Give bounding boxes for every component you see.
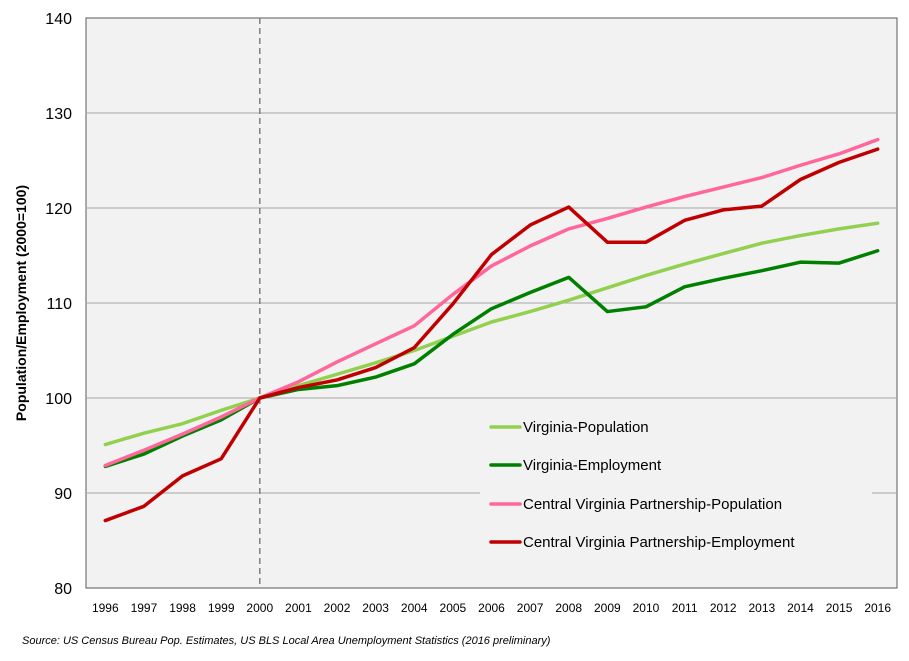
x-tick-label: 2004	[401, 601, 428, 615]
x-tick-label: 2015	[826, 601, 853, 615]
y-tick-label: 90	[54, 486, 72, 503]
y-axis: 80 90 100 110 120 130 140	[45, 11, 72, 598]
y-tick-label: 120	[45, 201, 72, 218]
legend-entry: Virginia-Population	[523, 419, 649, 436]
x-tick-label: 1996	[92, 601, 119, 615]
x-tick-label: 2012	[710, 601, 737, 615]
x-axis: 1996 1997 1998 1999 2000 2001 2002 2003 2004 2005…	[92, 601, 891, 615]
x-tick-label: 2016	[864, 601, 891, 615]
y-tick-label: 110	[46, 296, 72, 313]
x-tick-label: 2006	[478, 601, 505, 615]
legend-entry: Virginia-Employment	[523, 457, 662, 474]
series-lines	[103, 137, 880, 523]
legend: Virginia-Population Virginia-Employment Ce…	[480, 403, 872, 571]
x-tick-label: 2014	[787, 601, 814, 615]
x-tick-label: 2000	[246, 601, 273, 615]
x-tick-label: 2007	[517, 601, 544, 615]
x-tick-label: 1997	[131, 601, 158, 615]
series-line	[103, 137, 880, 468]
x-tick-label: 2009	[594, 601, 621, 615]
y-tick-label: 100	[45, 391, 72, 408]
x-tick-label: 2013	[748, 601, 775, 615]
x-tick-label: 2003	[362, 601, 389, 615]
y-axis-label: Population/Employment (2000=100)	[13, 185, 29, 421]
y-tick-label: 140	[45, 11, 72, 28]
x-tick-label: 2005	[440, 601, 467, 615]
x-tick-label: 2010	[633, 601, 660, 615]
y-tick-label: 80	[54, 581, 72, 598]
x-tick-label: 1998	[169, 601, 196, 615]
x-tick-label: 2008	[555, 601, 582, 615]
legend-entry: Central Virginia Partnership-Population	[523, 496, 782, 513]
x-tick-label: 2011	[672, 601, 698, 615]
x-tick-label: 2001	[285, 601, 312, 615]
y-tick-label: 130	[45, 106, 72, 123]
source-note: Source: US Census Bureau Pop. Estimates,…	[22, 635, 551, 647]
x-tick-label: 1999	[208, 601, 235, 615]
series-line	[103, 147, 880, 523]
series-line	[103, 221, 880, 447]
x-tick-label: 2002	[324, 601, 351, 615]
legend-box	[480, 403, 872, 571]
legend-entry: Central Virginia Partnership-Employment	[523, 534, 795, 551]
